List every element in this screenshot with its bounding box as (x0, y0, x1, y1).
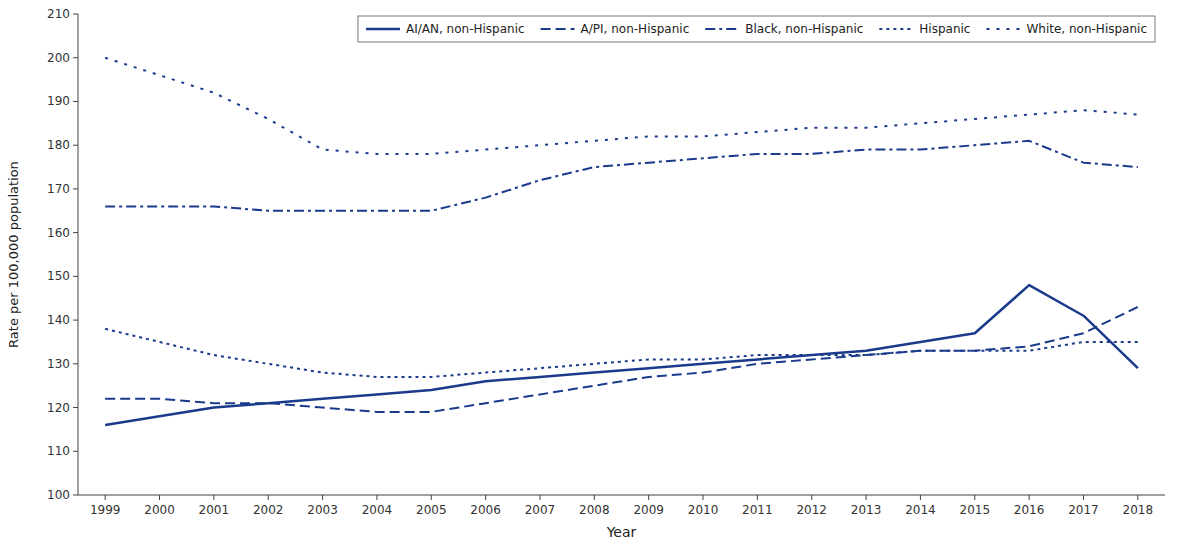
x-tick-label: 2007 (525, 503, 556, 517)
legend: AI/AN, non-Hispanic A/PI, non-Hispanic Bla… (358, 16, 1155, 42)
x-tick (594, 495, 595, 500)
y-tick (73, 188, 78, 189)
plot-area (105, 58, 1138, 425)
y-tick-label: 190 (47, 94, 70, 108)
x-tick-label: 2005 (416, 503, 447, 517)
x-tick-label: 2003 (307, 503, 338, 517)
x-tick-label: 2018 (1123, 503, 1154, 517)
x-tick (1137, 495, 1138, 500)
x-axis-line (78, 495, 1165, 496)
x-tick (757, 495, 758, 500)
y-tick (73, 495, 78, 496)
x-tick (648, 495, 649, 500)
legend-label: White, non-Hispanic (1026, 22, 1147, 36)
legend-label: AI/AN, non-Hispanic (406, 22, 525, 36)
x-tick-label: 2012 (796, 503, 827, 517)
series-line (105, 329, 1138, 377)
x-tick-label: 2013 (851, 503, 882, 517)
y-tick (73, 320, 78, 321)
chart: 100 110 120 130 140 150 160 170 180 190 200 210 1999… (0, 0, 1185, 547)
y-tick (73, 363, 78, 364)
x-tick-label: 2002 (253, 503, 284, 517)
legend-swatch (366, 28, 400, 31)
y-tick (73, 14, 78, 15)
x-tick (322, 495, 323, 500)
x-tick-label: 2004 (362, 503, 393, 517)
x-tick-label: 2015 (960, 503, 991, 517)
legend-swatch (986, 28, 1020, 30)
y-tick-label: 170 (47, 182, 70, 196)
x-tick-label: 2010 (688, 503, 719, 517)
series-line (105, 58, 1138, 154)
legend-frame (358, 16, 1155, 42)
x-tick-label: 2006 (470, 503, 501, 517)
y-axis-label: Rate per 100,000 population (6, 161, 21, 348)
y-tick-label: 110 (47, 444, 70, 458)
axes: 100 110 120 130 140 150 160 170 180 190 200 210 1999… (47, 7, 1165, 517)
y-tick-label: 120 (47, 401, 70, 415)
x-tick (376, 495, 377, 500)
x-tick (811, 495, 812, 500)
y-tick-label: 130 (47, 357, 70, 371)
legend-swatch (705, 28, 739, 30)
legend-swatch (879, 28, 913, 30)
legend-label: A/PI, non-Hispanic (581, 22, 690, 36)
x-tick (431, 495, 432, 500)
x-tick-label: 1999 (90, 503, 121, 517)
y-tick-label: 100 (47, 488, 70, 502)
y-tick-label: 200 (47, 51, 70, 65)
legend-swatch (541, 28, 575, 30)
x-tick (974, 495, 975, 500)
x-tick-label: 2009 (633, 503, 664, 517)
x-tick-label: 2014 (905, 503, 936, 517)
series-line (105, 285, 1138, 425)
x-tick-label: 2001 (199, 503, 230, 517)
x-tick-label: 2008 (579, 503, 610, 517)
x-tick (213, 495, 214, 500)
y-tick (73, 407, 78, 408)
series-line (105, 141, 1138, 211)
y-tick (73, 101, 78, 102)
x-tick (1083, 495, 1084, 500)
y-tick (73, 276, 78, 277)
legend-label: Black, non-Hispanic (745, 22, 863, 36)
x-axis-label: Year (606, 524, 637, 540)
x-tick (1029, 495, 1030, 500)
x-tick-label: 2017 (1068, 503, 1099, 517)
x-tick-label: 2011 (742, 503, 773, 517)
x-tick (920, 495, 921, 500)
y-tick-label: 140 (47, 313, 70, 327)
y-tick-label: 160 (47, 226, 70, 240)
x-tick (159, 495, 160, 500)
y-tick-label: 180 (47, 138, 70, 152)
y-tick (73, 57, 78, 58)
x-tick-label: 2000 (144, 503, 175, 517)
y-tick (73, 451, 78, 452)
y-tick-label: 210 (47, 7, 70, 21)
series-line (105, 307, 1138, 412)
x-tick (105, 495, 106, 500)
legend-label: Hispanic (919, 22, 970, 36)
x-tick (485, 495, 486, 500)
x-tick (703, 495, 704, 500)
x-tick-label: 2016 (1014, 503, 1045, 517)
y-tick-label: 150 (47, 269, 70, 283)
x-tick (539, 495, 540, 500)
y-tick (73, 145, 78, 146)
x-tick (866, 495, 867, 500)
x-tick (268, 495, 269, 500)
y-tick (73, 232, 78, 233)
y-axis-line (78, 14, 79, 495)
